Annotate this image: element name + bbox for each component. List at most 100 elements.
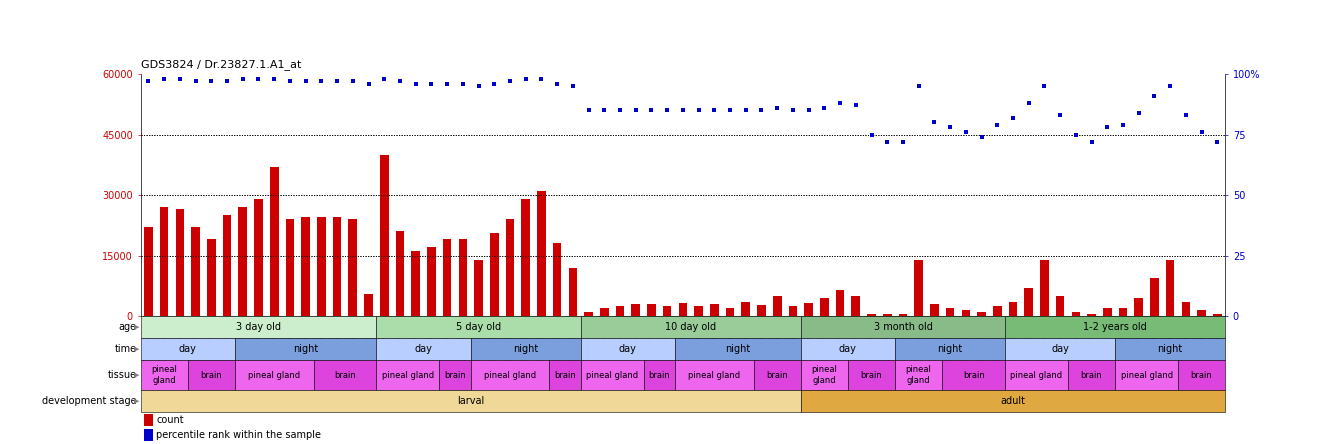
Text: 3 month old: 3 month old: [873, 322, 932, 332]
Bar: [801, 360, 848, 390]
Point: [358, 80, 379, 87]
Text: percentile rank within the sample: percentile rank within the sample: [157, 429, 321, 440]
Bar: [1087, 314, 1095, 316]
Point: [703, 107, 724, 114]
Bar: [1103, 308, 1111, 316]
Point: [798, 107, 819, 114]
Bar: [581, 338, 675, 360]
Point: [232, 75, 253, 83]
Text: age: age: [118, 322, 137, 332]
Bar: [898, 314, 908, 316]
Point: [420, 80, 442, 87]
Bar: [285, 219, 295, 316]
Bar: [313, 360, 376, 390]
Bar: [894, 338, 1006, 360]
Point: [311, 78, 332, 85]
Point: [1065, 131, 1086, 138]
Bar: [1006, 338, 1115, 360]
Text: count: count: [157, 415, 183, 424]
Text: development stage: development stage: [42, 396, 137, 406]
Bar: [773, 296, 782, 316]
Bar: [742, 302, 750, 316]
Point: [672, 107, 694, 114]
Bar: [994, 306, 1002, 316]
Bar: [801, 338, 894, 360]
Point: [1160, 83, 1181, 90]
Point: [483, 80, 505, 87]
Text: brain: brain: [445, 370, 466, 380]
Bar: [471, 338, 581, 360]
Point: [766, 104, 787, 111]
Point: [1097, 124, 1118, 131]
Text: day: day: [1051, 344, 1069, 354]
Text: pineal gland: pineal gland: [248, 370, 300, 380]
Point: [845, 102, 866, 109]
Point: [625, 107, 647, 114]
Text: brain: brain: [766, 370, 789, 380]
Bar: [931, 304, 939, 316]
Bar: [852, 296, 860, 316]
Bar: [1006, 316, 1225, 338]
Point: [955, 128, 976, 135]
Point: [1081, 138, 1102, 145]
Bar: [474, 260, 483, 316]
Bar: [443, 239, 451, 316]
Bar: [549, 360, 581, 390]
Bar: [317, 217, 325, 316]
Text: adult: adult: [1000, 396, 1026, 406]
Bar: [187, 360, 234, 390]
Point: [264, 75, 285, 83]
Text: ▶: ▶: [134, 346, 139, 352]
Point: [609, 107, 631, 114]
Bar: [234, 338, 376, 360]
Bar: [632, 304, 640, 316]
Bar: [1197, 310, 1206, 316]
Bar: [581, 316, 801, 338]
Bar: [537, 191, 546, 316]
Point: [877, 138, 898, 145]
Bar: [836, 290, 845, 316]
Text: 3 day old: 3 day old: [236, 322, 281, 332]
Bar: [141, 316, 376, 338]
Point: [138, 78, 159, 85]
Bar: [675, 360, 754, 390]
Point: [987, 121, 1008, 128]
Bar: [141, 390, 801, 412]
Bar: [1008, 302, 1018, 316]
Bar: [695, 306, 703, 316]
Text: brain: brain: [333, 370, 356, 380]
Bar: [584, 312, 593, 316]
Bar: [1056, 296, 1065, 316]
Text: time: time: [114, 344, 137, 354]
Text: pineal
gland: pineal gland: [811, 365, 837, 385]
Bar: [961, 310, 971, 316]
Bar: [222, 215, 232, 316]
Bar: [977, 312, 986, 316]
Text: day: day: [619, 344, 637, 354]
Bar: [471, 360, 549, 390]
Text: brain: brain: [861, 370, 882, 380]
Point: [829, 99, 850, 107]
Point: [1050, 111, 1071, 119]
Point: [924, 119, 945, 126]
Point: [453, 80, 474, 87]
Point: [593, 107, 615, 114]
Point: [499, 78, 521, 85]
Bar: [348, 219, 358, 316]
Bar: [376, 338, 471, 360]
Text: night: night: [937, 344, 963, 354]
Point: [656, 107, 678, 114]
Bar: [1118, 308, 1127, 316]
Point: [562, 83, 584, 90]
Bar: [427, 247, 435, 316]
Bar: [376, 360, 439, 390]
Text: night: night: [1157, 344, 1182, 354]
Point: [1144, 92, 1165, 99]
Bar: [270, 167, 279, 316]
Point: [782, 107, 803, 114]
Point: [201, 78, 222, 85]
Bar: [616, 306, 624, 316]
Point: [892, 138, 913, 145]
Bar: [376, 316, 581, 338]
Bar: [757, 305, 766, 316]
